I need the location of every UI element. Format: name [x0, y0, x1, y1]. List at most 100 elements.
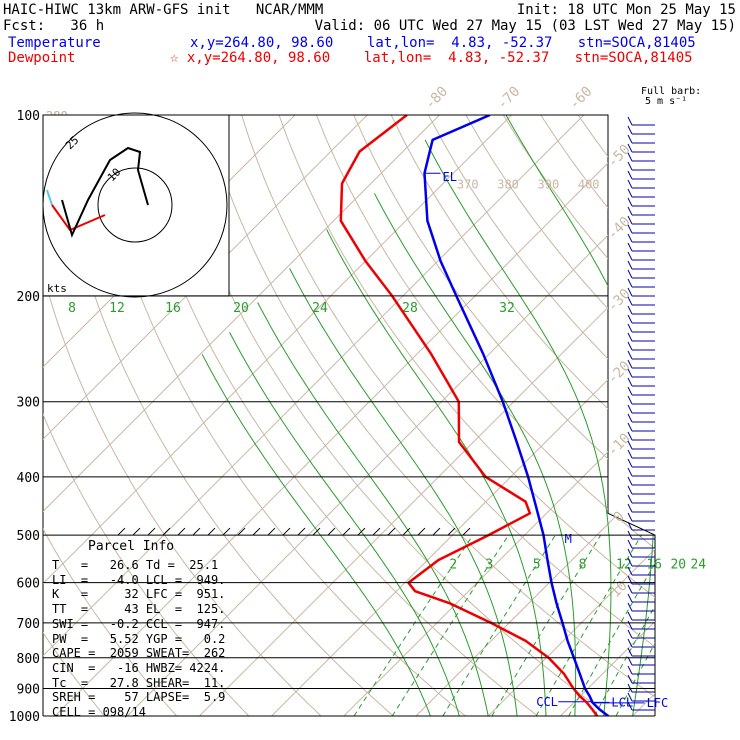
wind-barb-flag: [627, 584, 633, 594]
wind-barb-flag: [627, 377, 633, 387]
barb-legend-value: 5 m s⁻¹: [645, 96, 688, 107]
wind-barb-flag: [627, 269, 633, 279]
moist-adiabat-label: 8: [68, 301, 76, 316]
mixing-ratio-line: [568, 534, 655, 716]
wind-barb-flag: [627, 701, 633, 711]
level-hatch-mark: [237, 527, 246, 536]
wind-barb-flag: [627, 296, 633, 306]
wind-barb-flag: [627, 188, 633, 198]
wind-barb-flag: [627, 521, 633, 531]
annotation-label: CCL: [536, 695, 558, 709]
level-hatch-mark: [207, 527, 216, 536]
wind-barb-flag: [627, 602, 633, 612]
mixing-ratio-label: 24: [690, 558, 706, 573]
moist-adiabat-label: 24: [312, 301, 328, 316]
init-time: Init: 18 UTC Mon 25 May 15: [516, 2, 736, 18]
level-hatch-mark: [327, 527, 336, 536]
wind-barb-flag: [627, 332, 633, 342]
wind-barb-flag: [627, 647, 633, 657]
wind-barb-flag: [627, 233, 633, 243]
theta-label: 370: [457, 177, 479, 191]
wind-barb-flag: [627, 224, 633, 234]
wind-barb-flag: [627, 305, 633, 315]
isotherm-line: [632, 115, 655, 716]
wind-barb-flag: [627, 179, 633, 189]
wind-barb-flag: [627, 143, 633, 153]
level-hatch-mark: [162, 527, 171, 536]
moist-adiabat-line: [229, 332, 460, 716]
mixing-ratio-line: [442, 534, 556, 716]
parcel-info-title: Parcel Info: [88, 539, 175, 554]
moist-adiabat-label: 20: [233, 301, 249, 316]
dry-adiabat-line: [540, 115, 655, 716]
annotation-label: M: [565, 532, 572, 546]
level-hatch-mark: [432, 527, 441, 536]
temperature-station-info: x,y=264.80, 98.60 lat,lon= 4.83, -52.37 …: [190, 35, 696, 51]
level-hatch-mark: [417, 527, 426, 536]
level-hatch-mark: [357, 527, 366, 536]
barb-legend-title: Full barb:: [641, 86, 702, 97]
wind-barb-flag: [627, 494, 633, 504]
level-hatch-mark: [462, 527, 471, 536]
pressure-tick-label: 900: [17, 682, 40, 697]
dry-adiabat-line: [43, 115, 178, 716]
level-hatch-mark: [147, 527, 156, 536]
isotherm-line: [415, 115, 655, 716]
annotation-label: LCL: [611, 695, 633, 709]
level-hatch-mark: [342, 527, 351, 536]
parcel-info-row: CIN = -16 HWBZ= 4224.: [52, 660, 226, 675]
dry-adiabat-line: [315, 115, 655, 716]
dry-adiabat-line: [278, 115, 655, 716]
temperature-legend-label: Temperature: [8, 35, 101, 51]
dewpoint-legend-label: Dewpoint: [8, 50, 76, 66]
isotherm-line: [43, 115, 368, 716]
isotherm-label: -80: [422, 84, 451, 113]
pressure-tick-label: 400: [17, 471, 40, 486]
dry-adiabat-line: [128, 115, 539, 716]
wind-barb-flag: [627, 431, 633, 441]
level-hatch-mark: [282, 527, 291, 536]
mixing-ratio-line: [491, 534, 602, 716]
wind-barb-flag: [627, 116, 633, 126]
dry-adiabat-line: [43, 115, 250, 716]
wind-barb-flag: [627, 125, 633, 135]
hodograph-inner-ring: [97, 167, 173, 243]
wind-barb-flag: [627, 206, 633, 216]
wind-barb-flag: [627, 242, 633, 252]
wind-barb-flag: [627, 458, 633, 468]
pressure-tick-label: 800: [17, 652, 40, 667]
wind-barb-flag: [627, 449, 633, 459]
wind-barb-flag: [627, 692, 633, 702]
hodograph-trace-low: [46, 189, 53, 206]
isotherm-label: -70: [494, 84, 523, 113]
moist-adiabat-label: 12: [109, 301, 125, 316]
pressure-tick-label: 100: [17, 109, 40, 124]
isotherm-label: -60: [566, 84, 595, 113]
isotherm-line: [343, 115, 655, 716]
hodograph-outer-ring: [42, 112, 228, 298]
wind-barb-flag: [627, 422, 633, 432]
dry-adiabat-line: [91, 115, 466, 716]
level-hatch-mark: [117, 527, 126, 536]
mixing-ratio-label: 5: [533, 558, 541, 573]
dry-adiabat-line: [615, 115, 655, 716]
wind-barb-flag: [627, 197, 633, 207]
wind-barb-flag: [627, 593, 633, 603]
temperature-profile-line: [423, 115, 609, 716]
dewpoint-profile-line: [339, 115, 599, 716]
moist-adiabat-line: [289, 268, 518, 716]
level-hatch-mark: [447, 527, 456, 536]
level-hatch-mark: [267, 527, 276, 536]
level-hatch-mark: [312, 527, 321, 536]
wind-barb-flag: [627, 440, 633, 450]
wind-barb-flag: [627, 629, 633, 639]
dry-adiabat-line: [652, 115, 655, 716]
isotherm-line: [43, 115, 440, 716]
dry-adiabat-line: [728, 115, 740, 716]
mixing-ratio-label: 3: [485, 558, 493, 573]
wind-barb-flag: [627, 503, 633, 513]
parcel-info-row: CELL = 098/14: [52, 705, 146, 719]
wind-barb-flag: [627, 476, 633, 486]
isotherm-line: [199, 115, 655, 716]
wind-barb-flag: [627, 611, 633, 621]
